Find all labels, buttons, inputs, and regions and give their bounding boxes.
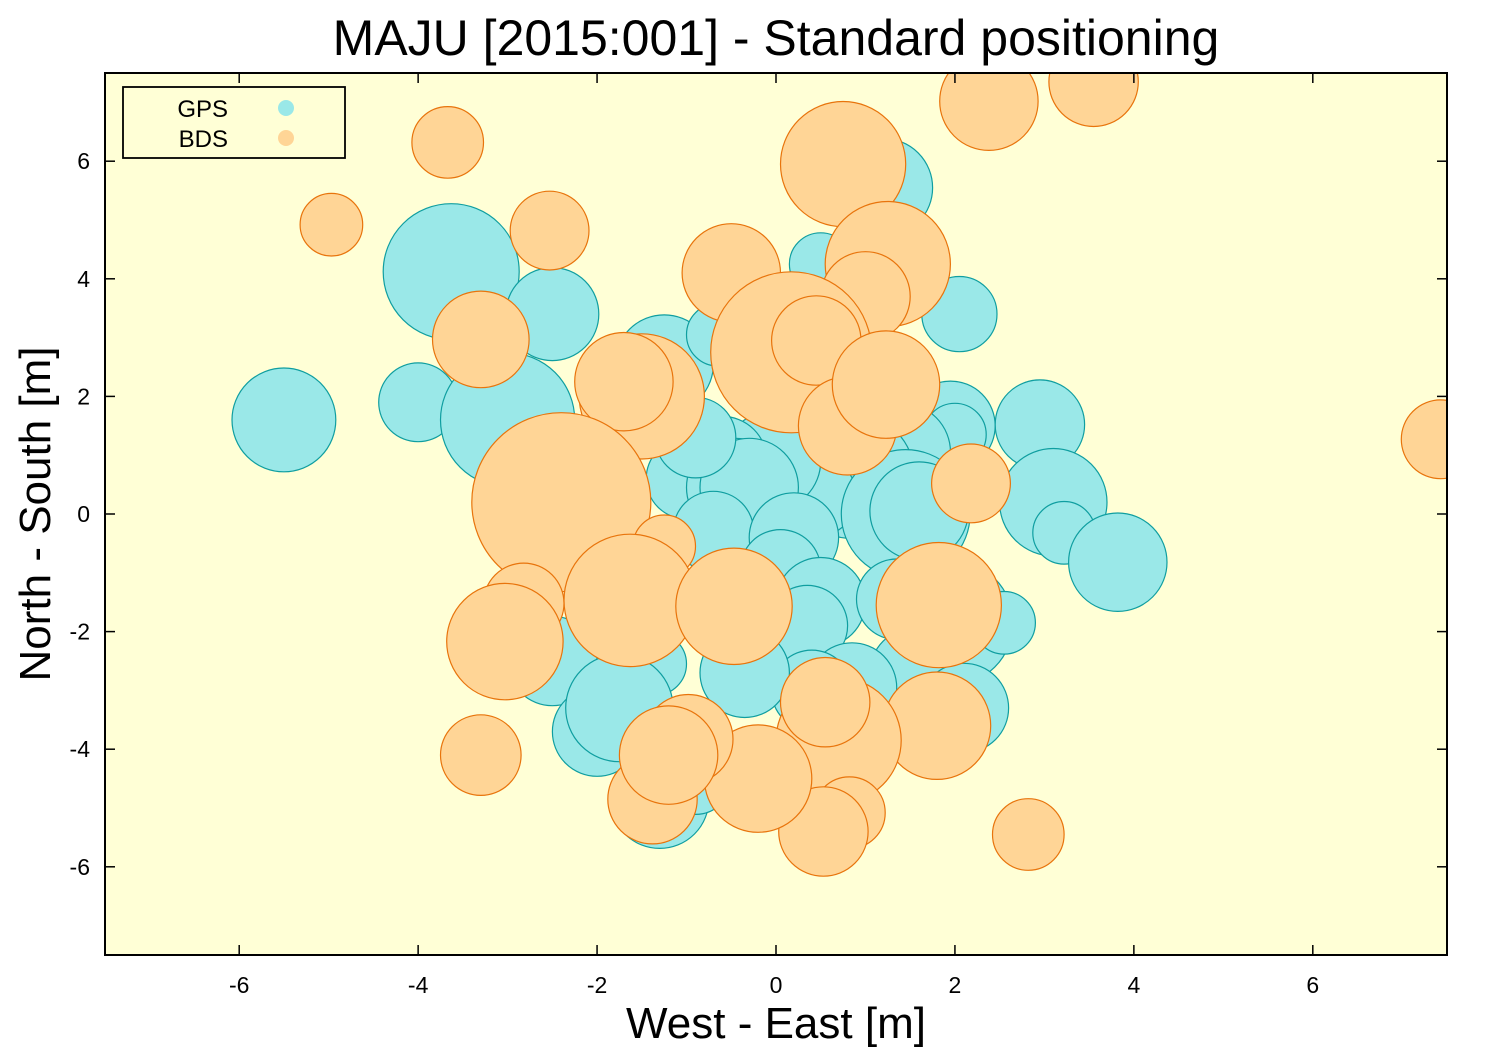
data-points [231, 73, 1447, 877]
bds-point [1400, 399, 1447, 480]
x-tick-label: 0 [770, 972, 783, 998]
y-tick-label: 6 [77, 148, 90, 174]
bds-point [675, 547, 793, 666]
x-tick-label: 4 [1127, 972, 1140, 998]
x-tick-label: -2 [587, 972, 607, 998]
x-tick-label: -4 [408, 972, 429, 998]
bds-point [299, 192, 364, 257]
axis-ticks: -6 -4 -2 0 2 4 6 -6 -4 -2 0 2 4 6 [70, 73, 1447, 998]
x-tick-label: -6 [229, 972, 249, 998]
bds-point [930, 443, 1011, 524]
legend-marker [278, 100, 294, 116]
y-tick-label: 2 [77, 383, 90, 409]
x-tick-label: 2 [949, 972, 962, 998]
bds-point [779, 656, 871, 748]
legend-marker [278, 130, 294, 146]
bds-point [831, 330, 941, 439]
legend-label: BDS [179, 126, 228, 153]
y-axis-label: North - South [m] [11, 346, 60, 681]
chart-title: MAJU [2015:001] - Standard positioning [333, 10, 1220, 66]
legend: GPS BDS [122, 86, 346, 159]
y-tick-label: -4 [70, 736, 91, 762]
x-axis-label: West - East [m] [626, 999, 926, 1048]
bds-point [509, 190, 590, 271]
y-tick-label: -2 [70, 619, 90, 645]
series-bds [299, 73, 1447, 877]
y-tick-label: 4 [77, 266, 90, 292]
bds-point [411, 105, 485, 179]
legend-label: GPS [177, 96, 228, 123]
bds-point [439, 714, 522, 796]
bds-point [574, 331, 674, 432]
bds-point [446, 582, 564, 701]
gps-point [1068, 512, 1168, 613]
plot-frame [104, 72, 1448, 956]
gps-point [231, 367, 337, 473]
bds-point [991, 798, 1065, 871]
y-tick-label: -6 [70, 854, 90, 880]
bds-point [875, 541, 1003, 669]
bds-point [618, 705, 719, 805]
y-tick-label: 0 [77, 501, 90, 527]
x-tick-label: 6 [1306, 972, 1319, 998]
legend-box [122, 86, 346, 159]
bds-point [939, 73, 1039, 151]
bds-point [1048, 73, 1139, 128]
bds-point [431, 290, 530, 389]
